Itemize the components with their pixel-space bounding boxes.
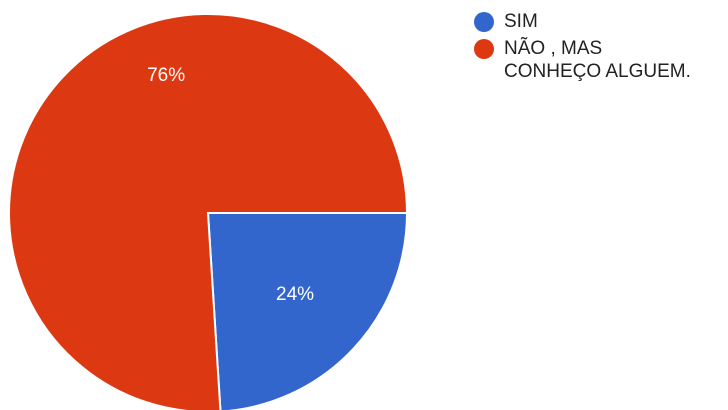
legend-swatch-sim	[474, 12, 494, 32]
legend-item-sim: SIM	[474, 10, 724, 33]
legend-label-sim: SIM	[504, 11, 538, 32]
pie-slice-sim	[206, 212, 409, 410]
legend-swatch-nao	[474, 39, 494, 59]
slice-label-nao: 76%	[147, 65, 185, 86]
legend-label-nao: NÃO , MAS CONHEÇO ALGUEM.	[504, 38, 691, 82]
legend-item-nao: NÃO , MAS CONHEÇO ALGUEM.	[474, 37, 724, 83]
slice-label-sim: 24%	[276, 284, 314, 305]
pie-slice-nao	[8, 13, 409, 410]
legend: SIM NÃO , MAS CONHEÇO ALGUEM.	[474, 10, 724, 87]
